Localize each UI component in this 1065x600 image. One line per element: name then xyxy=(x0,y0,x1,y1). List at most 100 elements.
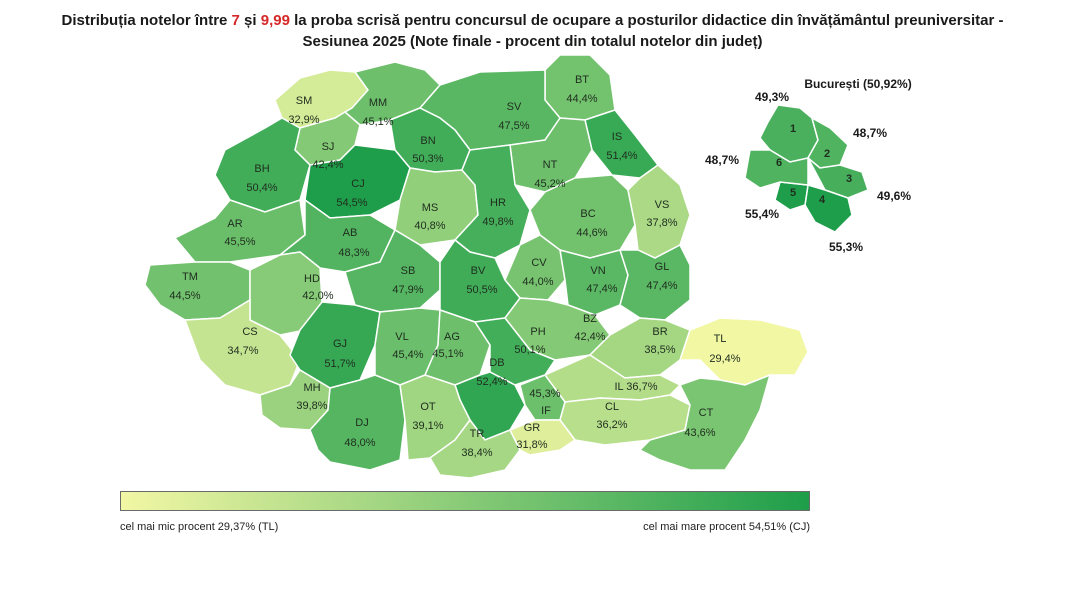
county-bt xyxy=(544,54,616,121)
county-value-cv: 44,0% xyxy=(522,276,553,288)
county-code-nt: NT xyxy=(543,159,558,171)
county-tl xyxy=(678,317,809,386)
county-value-mm: 45,1% xyxy=(362,116,393,128)
county-value-db: 52,4% xyxy=(476,376,507,388)
county-code-db: DB xyxy=(489,357,504,369)
county-gl xyxy=(618,243,691,321)
county-code-sb: SB xyxy=(401,265,416,277)
county-value-gj: 51,7% xyxy=(324,358,355,370)
title-text-3: la proba scrisă pentru concursul de ocup… xyxy=(289,12,1004,29)
title-text-1: Distribuția notelor între xyxy=(61,12,232,29)
county-code-gj: GJ xyxy=(333,338,347,350)
sector-number-2: 2 xyxy=(824,148,830,160)
county-value-tl: 29,4% xyxy=(709,353,740,365)
county-value-ag: 45,1% xyxy=(432,348,463,360)
county-value-br: 38,5% xyxy=(644,344,675,356)
county-value-ms: 40,8% xyxy=(414,220,445,232)
county-value-nt: 45,2% xyxy=(534,178,565,190)
county-code-cj: CJ xyxy=(351,178,364,190)
bucharest-inset: București (50,92%) 1 49,3% 2 48,7% 3 49,6% 4 55,… xyxy=(705,77,912,254)
county-value-sv: 47,5% xyxy=(498,120,529,132)
county-code-hr: HR xyxy=(490,197,506,209)
county-code-dj: DJ xyxy=(355,417,368,429)
county-code-cs: CS xyxy=(242,326,257,338)
county-code-sj: SJ xyxy=(322,141,335,153)
county-value-bv: 50,5% xyxy=(466,284,497,296)
county-code-hd: HD xyxy=(304,273,320,285)
county-value-sb: 47,9% xyxy=(392,284,423,296)
sector-number-4: 4 xyxy=(819,194,826,206)
county-code-bc: BC xyxy=(580,208,595,220)
county-value-cs: 34,7% xyxy=(227,345,258,357)
county-value-gl: 47,4% xyxy=(646,280,677,292)
county-value-vs: 37,8% xyxy=(646,217,677,229)
sector-value-2: 48,7% xyxy=(853,126,887,140)
map-title: Distribuția notelor între 7 și 9,99 la p… xyxy=(0,10,1065,52)
county-value-ot: 39,1% xyxy=(412,420,443,432)
county-value-cj: 54,5% xyxy=(336,197,367,209)
county-value-cl: 36,2% xyxy=(596,419,627,431)
title-number-7: 7 xyxy=(231,12,240,29)
county-value-mh: 39,8% xyxy=(296,400,327,412)
county-code-ms: MS xyxy=(422,202,439,214)
county-code-ot: OT xyxy=(420,401,436,413)
title-line-2: Sesiunea 2025 (Note finale - procent din… xyxy=(302,33,763,50)
county-code-ag: AG xyxy=(444,331,460,343)
sector-6 xyxy=(744,149,809,189)
county-value-vl: 45,4% xyxy=(392,349,423,361)
county-code-bh: BH xyxy=(254,163,269,175)
county-cj xyxy=(304,144,411,219)
county-code-br: BR xyxy=(652,326,667,338)
county-code-vn: VN xyxy=(590,265,605,277)
county-value-bt: 44,4% xyxy=(566,93,597,105)
county-code-bz: BZ xyxy=(583,313,597,325)
sector-4 xyxy=(804,184,853,233)
county-code-tl: TL xyxy=(714,333,727,345)
county-ct xyxy=(638,373,772,471)
county-nt xyxy=(509,117,593,193)
county-code-mm: MM xyxy=(369,97,387,109)
county-code-is: IS xyxy=(612,131,622,143)
county-value-if: 45,3% xyxy=(529,388,560,400)
sector-number-5: 5 xyxy=(790,187,796,199)
county-value-tr: 38,4% xyxy=(461,447,492,459)
county-value-gr: 31,8% xyxy=(516,439,547,451)
county-code-gr: GR xyxy=(524,422,541,434)
county-code-ab: AB xyxy=(343,227,358,239)
sector-value-4: 55,3% xyxy=(829,240,863,254)
legend-gradient-bar xyxy=(120,491,810,511)
county-value-bz: 42,4% xyxy=(574,331,605,343)
county-value-tm: 44,5% xyxy=(169,290,200,302)
county-code-mh: MH xyxy=(303,382,320,394)
county-code-ar: AR xyxy=(227,218,242,230)
county-value-ar: 45,5% xyxy=(224,236,255,248)
county-gr xyxy=(508,419,577,456)
county-value-bn: 50,3% xyxy=(412,153,443,165)
county-value-vn: 47,4% xyxy=(586,283,617,295)
county-value-hr: 49,8% xyxy=(482,216,513,228)
sector-number-3: 3 xyxy=(846,173,852,185)
county-code-bn: BN xyxy=(420,135,435,147)
legend-min-label: cel mai mic procent 29,37% (TL) xyxy=(120,521,279,533)
sector-value-3: 49,6% xyxy=(877,189,911,203)
county-code-vl: VL xyxy=(395,331,408,343)
county-code-ct: CT xyxy=(699,407,714,419)
title-number-999: 9,99 xyxy=(260,12,290,29)
county-code-if: IF xyxy=(541,405,551,417)
county-value-sm: 32,9% xyxy=(288,114,319,126)
county-value-hd: 42,0% xyxy=(302,290,333,302)
county-value-ct: 43,6% xyxy=(684,427,715,439)
county-code-sv: SV xyxy=(507,101,522,113)
legend-max-label: cel mai mare procent 54,51% (CJ) xyxy=(643,521,810,533)
county-value-ab: 48,3% xyxy=(338,247,369,259)
county-is xyxy=(584,109,660,179)
sector-number-6: 6 xyxy=(776,157,782,169)
county-value-bc: 44,6% xyxy=(576,227,607,239)
county-value-bh: 50,4% xyxy=(246,182,277,194)
county-value-sj: 42,4% xyxy=(312,159,343,171)
county-code-cl: CL xyxy=(605,401,619,413)
county-code-cv: CV xyxy=(531,257,547,269)
county-code-sm: SM xyxy=(296,95,313,107)
county-code-bv: BV xyxy=(471,265,486,277)
